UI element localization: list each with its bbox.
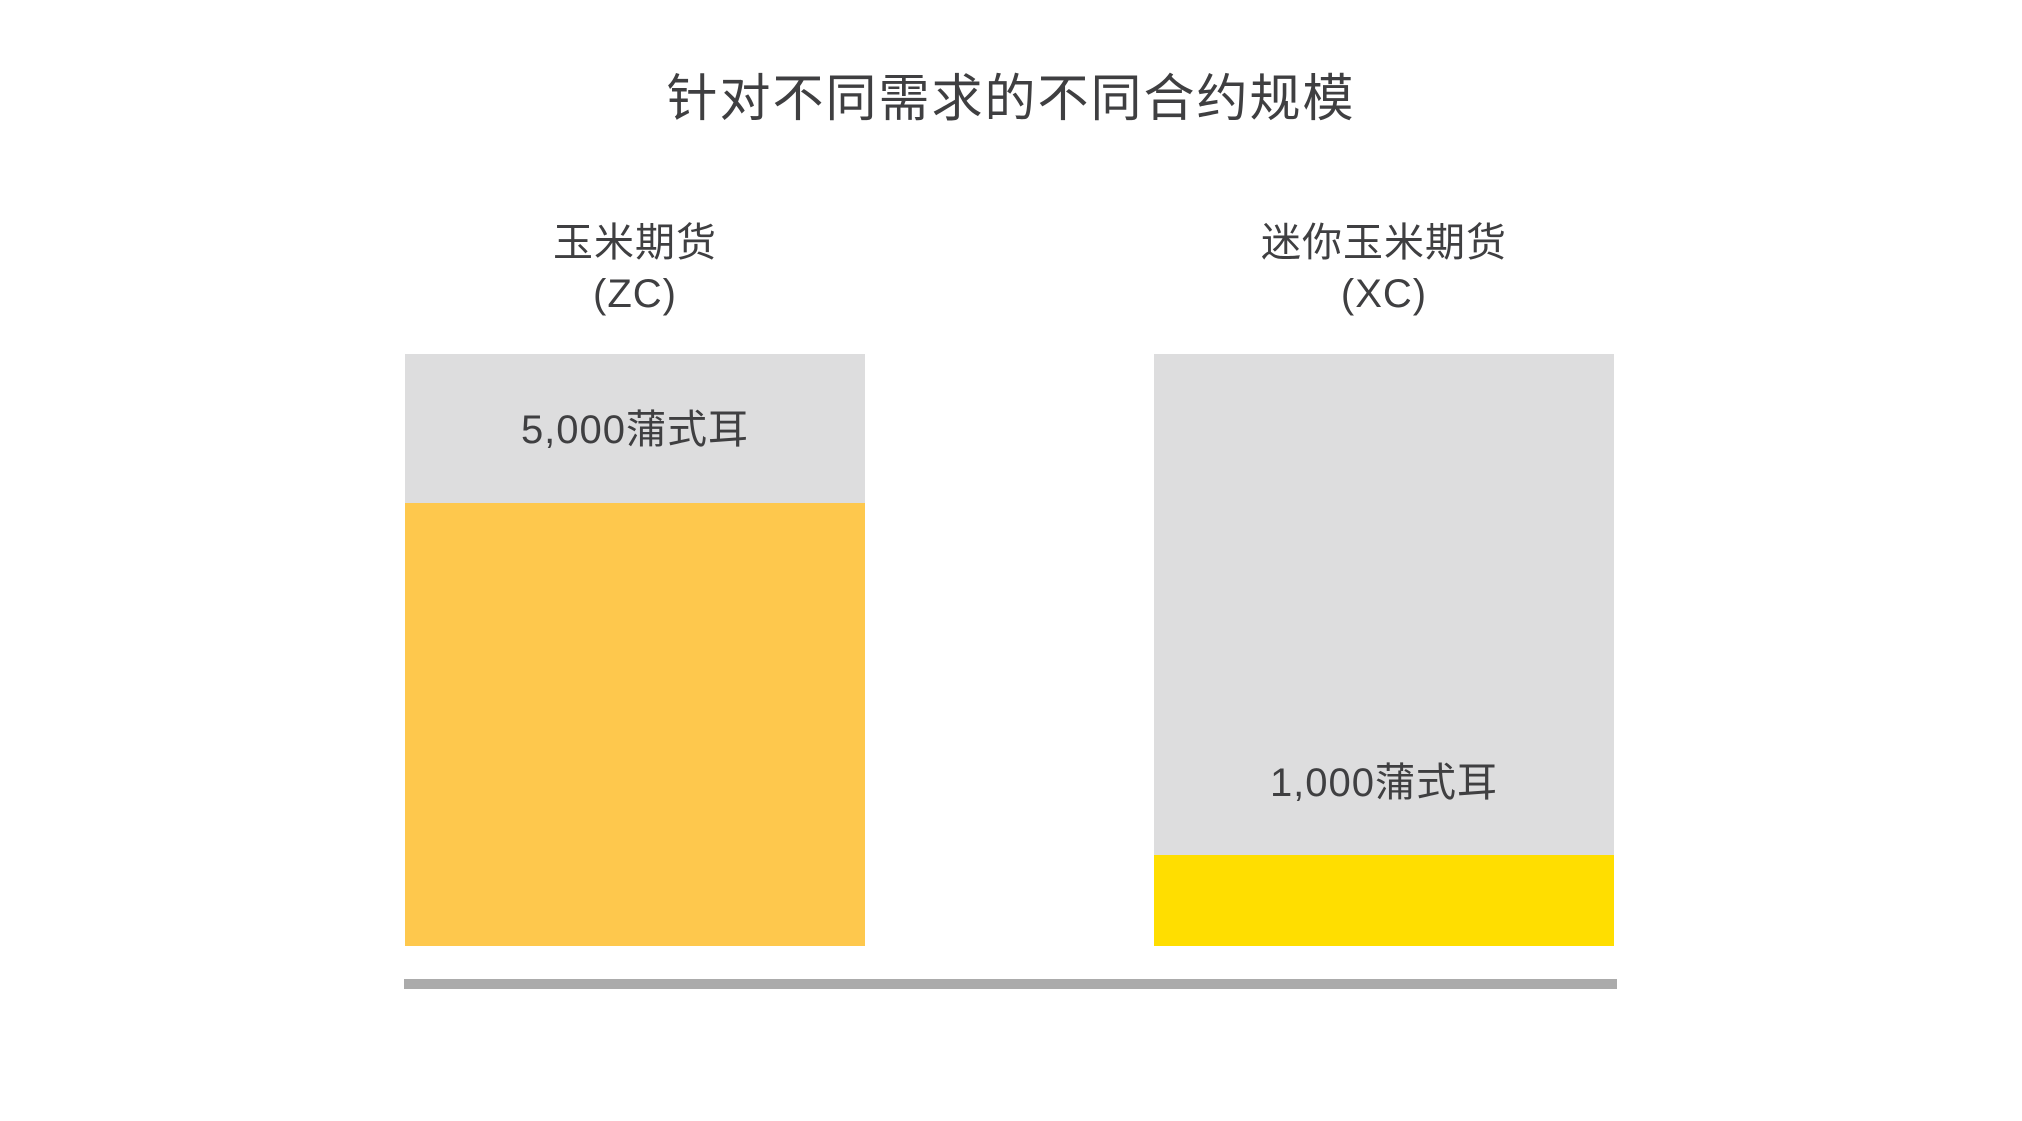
bar-fill-micro-corn-futures <box>1154 854 1614 946</box>
bar-label-micro-corn-futures: 迷你玉米期货 (XC) <box>1154 218 1614 320</box>
bar-micro-corn-futures: 1,000蒲式耳 <box>1154 354 1614 946</box>
bar-value-corn-futures: 5,000蒲式耳 <box>520 408 750 452</box>
bar-label-corn-futures: 玉米期货 (ZC) <box>405 218 865 320</box>
bar-label-code: (XC) <box>1340 271 1428 316</box>
bar-fill-corn-futures <box>405 503 865 946</box>
bar-value-micro-corn-futures: 1,000蒲式耳 <box>1269 761 1499 805</box>
bar-label-name: 玉米期货 <box>553 220 717 265</box>
bar-label-code: (ZC) <box>593 271 677 316</box>
bar-group-micro-corn-futures: 迷你玉米期货 (XC) 1,000蒲式耳 <box>1154 221 1614 946</box>
bar-label-name: 迷你玉米期货 <box>1261 220 1507 265</box>
bar-corn-futures: 5,000蒲式耳 <box>405 354 865 946</box>
chart-baseline <box>404 979 1617 989</box>
bar-group-corn-futures: 玉米期货 (ZC) 5,000蒲式耳 <box>405 221 865 946</box>
chart-title: 针对不同需求的不同合约规模 <box>666 70 1356 127</box>
